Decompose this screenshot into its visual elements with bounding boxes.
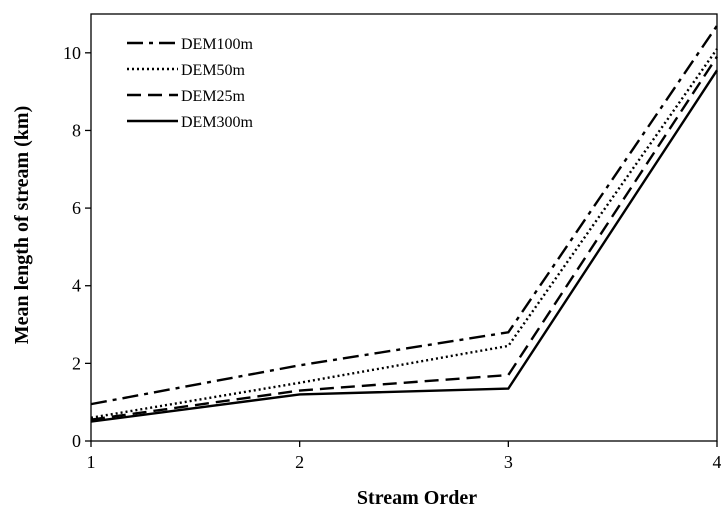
legend-label: DEM300m	[181, 114, 254, 131]
x-axis: 1 2 3 4	[87, 441, 721, 472]
x-axis-title: Stream Order	[357, 487, 477, 509]
y-tick-label: 0	[72, 431, 81, 451]
series-line-dem50m	[90, 48, 718, 419]
plot-frame	[90, 13, 718, 442]
legend-label: DEM50m	[181, 62, 246, 79]
y-axis: 0 2 4 6 8 10	[63, 43, 91, 451]
series-line-dem300m	[90, 69, 719, 423]
legend-label: DEM25m	[181, 88, 246, 105]
legend-label: DEM100m	[181, 36, 254, 53]
x-tick-label: 4	[713, 452, 721, 472]
x-tick-label: 1	[87, 452, 96, 472]
y-axis-title: Mean length of stream (km)	[11, 106, 33, 344]
y-tick-label: 6	[72, 198, 81, 218]
x-tick-label: 2	[295, 452, 304, 472]
legend: DEM100m DEM50m DEM25m DEM300m	[127, 36, 254, 131]
y-tick-label: 10	[63, 43, 81, 63]
plot-area	[90, 13, 718, 442]
series-line-dem25m	[90, 56, 719, 421]
y-tick-label: 4	[72, 276, 81, 296]
series-line-dem100m	[90, 24, 718, 406]
series-lines	[90, 24, 719, 423]
y-tick-label: 8	[72, 120, 81, 140]
x-tick-label: 3	[504, 452, 513, 472]
y-tick-label: 2	[72, 353, 81, 373]
